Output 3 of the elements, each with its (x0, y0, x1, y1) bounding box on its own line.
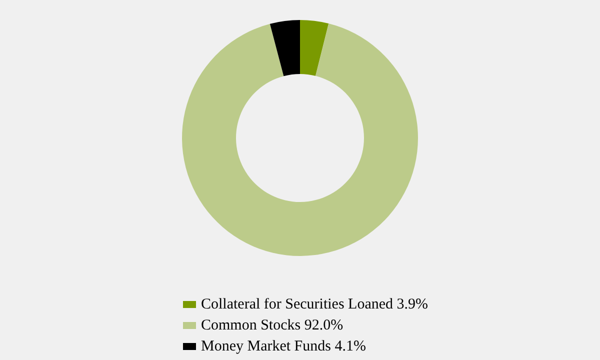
legend-label: Collateral for Securities Loaned 3.9% (201, 296, 428, 312)
legend-label: Money Market Funds 4.1% (201, 338, 366, 354)
legend-label: Common Stocks 92.0% (201, 318, 344, 334)
